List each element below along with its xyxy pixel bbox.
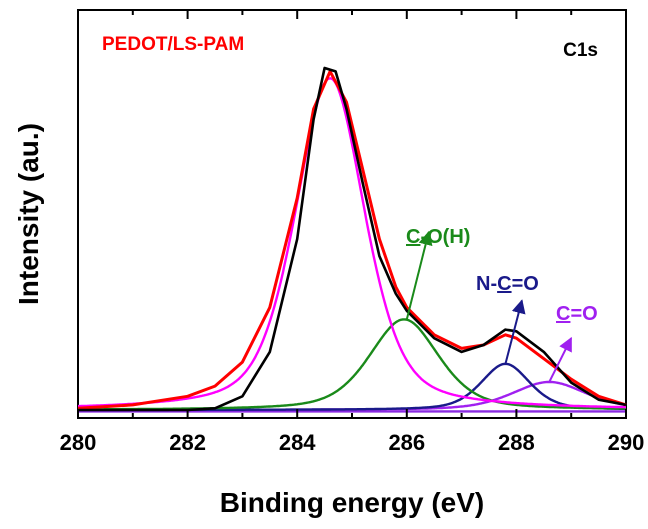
x-tick-label: 290	[608, 430, 645, 455]
x-tick-label: 288	[498, 430, 535, 455]
x-tick-layer: 280 282 284 286 288 290	[60, 10, 645, 455]
label-c_o: C=O	[556, 303, 598, 325]
sample-label: PEDOT/LS-PAM	[102, 34, 244, 55]
region-label: C1s	[563, 40, 598, 61]
label-n_c_o: N-C=O	[476, 273, 539, 295]
x-tick-label: 280	[60, 430, 97, 455]
x-tick-label: 284	[279, 430, 316, 455]
label-co_h: C-O(H)	[406, 226, 470, 248]
arrow-co_h	[405, 230, 433, 320]
arrow-n_c_o	[504, 299, 526, 365]
x-axis-title: Binding energy (eV)	[220, 487, 484, 518]
series-measured	[78, 66, 627, 412]
arrow-c_o	[548, 336, 573, 383]
x-tick-label: 286	[388, 430, 425, 455]
plot-frame	[77, 9, 627, 419]
series-c-c-c-c	[77, 77, 627, 409]
annotation-layer: C-O(H) N-C=O C=O	[405, 226, 598, 383]
y-axis-title: Intensity (au.)	[13, 123, 44, 305]
x-tick-label: 282	[169, 430, 206, 455]
series-envelope	[77, 69, 627, 410]
series-layer	[77, 66, 627, 413]
